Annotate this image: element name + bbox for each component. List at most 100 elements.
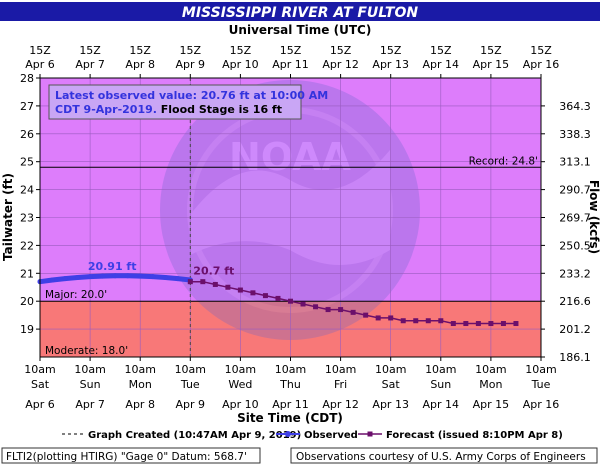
bottom-tick-day: Tue (180, 378, 200, 391)
top-tick-hour: 15Z (430, 44, 452, 57)
forecast-point (325, 307, 331, 313)
forecast-point (262, 293, 268, 299)
y-tick-label: 27 (20, 100, 34, 113)
bottom-tick-date: Apr 6 (25, 398, 55, 411)
bottom-tick-day: Mon (479, 378, 502, 391)
y2-tick-label: 216.6 (559, 295, 591, 308)
bottom-tick-time: 10am (375, 363, 406, 376)
legend-forecast-label: Forecast (issued 8:10PM Apr 8) (386, 430, 563, 441)
bottom-tick-time: 10am (124, 363, 155, 376)
forecast-point (212, 281, 218, 287)
y2-tick-label: 201.2 (559, 323, 591, 336)
legend-forecast-marker (367, 431, 373, 437)
y2-tick-label: 186.1 (559, 351, 591, 364)
bottom-tick-time: 10am (525, 363, 556, 376)
y2-tick-label: 313.1 (559, 156, 591, 169)
y2-tick-label: 250.5 (559, 239, 591, 252)
legend-created-label: Graph Created (10:47AM Apr 9, 2019) (88, 430, 301, 441)
observed-point (137, 273, 143, 279)
observed-point (112, 273, 118, 279)
bottom-tick-day: Tue (531, 378, 551, 391)
footer-left-box (1, 447, 261, 464)
bottom-tick-day: Sun (430, 378, 451, 391)
y2-tick-label: 233.2 (559, 267, 591, 280)
y2-tick-label: 269.7 (559, 212, 591, 225)
bottom-tick-time: 10am (275, 363, 306, 376)
info-line-2: CDT 9-Apr-2019. Flood Stage is 16 ft (55, 103, 282, 116)
x-axis-title: Site Time (CDT) (237, 411, 343, 425)
forecast-point (338, 307, 344, 313)
bottom-tick-day: Mon (129, 378, 152, 391)
top-tick-hour: 15Z (530, 44, 552, 57)
forecast-point (513, 321, 519, 327)
y-tick-label: 23 (20, 212, 34, 225)
top-tick-hour: 15Z (480, 44, 502, 57)
bottom-tick-time: 10am (175, 363, 206, 376)
bottom-tick-time: 10am (74, 363, 105, 376)
forecast-point (200, 279, 206, 285)
top-tick-date: Apr 15 (473, 58, 510, 71)
forecast-point (350, 309, 356, 315)
top-tick-date: Apr 6 (25, 58, 55, 71)
y-tick-label: 19 (20, 323, 34, 336)
forecast-point (425, 318, 431, 324)
observed-point (150, 274, 156, 280)
y2-tick-label: 290.7 (559, 184, 591, 197)
top-tick-hour: 15Z (180, 44, 202, 57)
bottom-tick-time: 10am (325, 363, 356, 376)
y2-axis-title: Flow (kcfs) (587, 180, 600, 254)
y-tick-label: 24 (20, 184, 34, 197)
top-tick-hour: 15Z (29, 44, 51, 57)
top-tick-date: Apr 9 (176, 58, 206, 71)
y2-tick-label: 338.3 (559, 128, 591, 141)
observed-point (87, 274, 93, 280)
bottom-tick-time: 10am (425, 363, 456, 376)
top-tick-date: Apr 13 (372, 58, 409, 71)
y-axis-title: Tailwater (ft) (1, 173, 15, 261)
top-tick-date: Apr 14 (423, 58, 460, 71)
forecast-point (475, 321, 481, 327)
top-tick-hour: 15Z (380, 44, 402, 57)
forecast-point (300, 301, 306, 307)
bottom-tick-date: Apr 7 (75, 398, 105, 411)
title-bar (0, 2, 600, 21)
top-tick-date: Apr 11 (272, 58, 309, 71)
forecast-point (450, 321, 456, 327)
bottom-tick-day: Sat (382, 378, 401, 391)
forecast-point (225, 284, 231, 290)
forecast-point (463, 321, 469, 327)
observed-point (75, 274, 81, 280)
threshold-label-2: Moderate: 18.0' (45, 345, 128, 357)
info-line-2-date: CDT 9-Apr-2019. (55, 103, 157, 116)
y-tick-label: 28 (20, 72, 34, 85)
forecast-point (388, 315, 394, 321)
bottom-tick-date: Apr 11 (272, 398, 309, 411)
bottom-tick-date: Apr 8 (125, 398, 155, 411)
top-tick-date: Apr 10 (222, 58, 259, 71)
top-axis-title: Universal Time (UTC) (229, 23, 372, 37)
observed-point (162, 274, 168, 280)
axes: 19 20 21 22 23 24 25 26 27 28 186.1 201.2 216.6 233.2… (20, 44, 591, 411)
bottom-tick-day: Wed (228, 378, 252, 391)
bottom-tick-date: Apr 15 (473, 398, 510, 411)
footer-right-box (290, 447, 598, 464)
bottom-tick-time: 10am (24, 363, 55, 376)
top-tick-hour: 15Z (129, 44, 151, 57)
forecast-point (237, 287, 243, 293)
info-line-1: Latest observed value: 20.76 ft at 10:00… (55, 89, 328, 102)
y-tick-label: 21 (20, 267, 34, 280)
peak-label: 20.91 ft (88, 260, 137, 273)
observed-point (100, 273, 106, 279)
bottom-tick-day: Sun (80, 378, 101, 391)
forecast-point (275, 295, 281, 301)
footer-right: Observations courtesy of U.S. Army Corps… (296, 451, 586, 463)
forecast-point (363, 312, 369, 318)
forecast-point (375, 315, 381, 321)
annotations: 20.91 ft 20.7 ft (88, 260, 235, 278)
observed-point (125, 273, 131, 279)
y-tick-label: 20 (20, 295, 34, 308)
forecast-point (313, 304, 319, 310)
top-tick-hour: 15Z (280, 44, 302, 57)
latest-value-box: Latest observed value: 20.76 ft at 10:00… (48, 84, 328, 120)
top-tick-hour: 15Z (79, 44, 101, 57)
